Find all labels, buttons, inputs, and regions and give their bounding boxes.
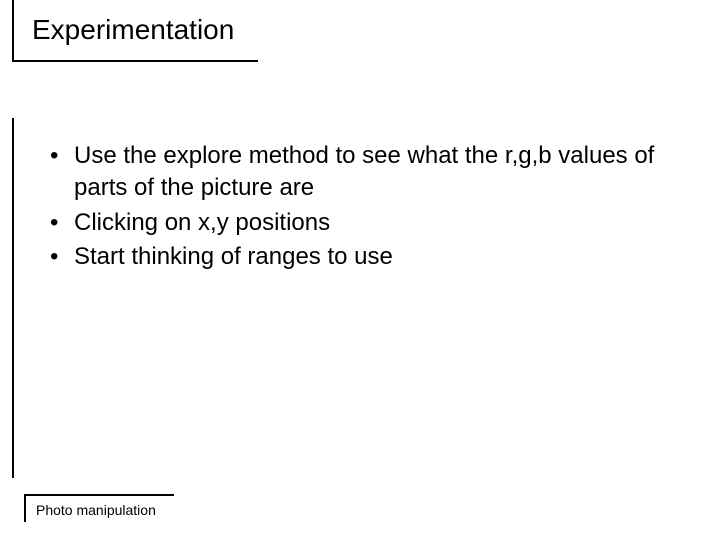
- slide: Experimentation Use the explore method t…: [0, 0, 720, 540]
- footer-container: Photo manipulation: [24, 494, 174, 522]
- title-box: Experimentation: [12, 0, 258, 62]
- bullet-list: Use the explore method to see what the r…: [46, 140, 676, 276]
- bullet-item: Use the explore method to see what the r…: [46, 140, 676, 205]
- title-container: Experimentation: [12, 0, 258, 62]
- bullet-item: Clicking on x,y positions: [46, 207, 676, 239]
- footer-box: Photo manipulation: [24, 494, 174, 522]
- footer-text: Photo manipulation: [36, 502, 156, 518]
- side-rule: [12, 118, 14, 478]
- bullet-item: Start thinking of ranges to use: [46, 241, 676, 273]
- slide-title: Experimentation: [32, 14, 234, 46]
